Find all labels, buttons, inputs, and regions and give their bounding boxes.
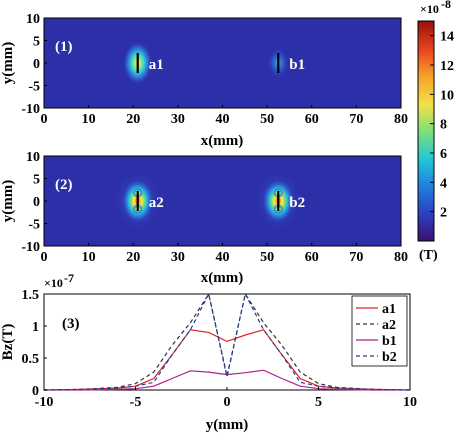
x-tick-label: 30 (171, 250, 185, 265)
x-tick-label: 70 (349, 112, 363, 127)
colorbar-scale-exp: -8 (441, 0, 451, 11)
legend-label-a2: a2 (382, 318, 396, 333)
legend-label-a1: a1 (382, 302, 396, 317)
x-tick-label: 10 (82, 250, 96, 265)
y-tick-labels: 10 5 0 -5 -10 (21, 150, 47, 255)
series-lines (43, 292, 411, 391)
panel-3-scale-base: ×10 (44, 276, 63, 290)
x-tick-label: 5 (315, 395, 322, 410)
y-tick-label: 0 (33, 195, 40, 210)
colorbar-bar (417, 20, 435, 242)
colorbar-tick-label: 2 (440, 206, 447, 221)
panel-3-scale-exp: -7 (64, 271, 74, 285)
legend-label-b1: b1 (382, 334, 397, 349)
y-tick-label: 5 (33, 35, 40, 50)
y-tick-labels: 10 5 0 -5 -10 (21, 12, 47, 117)
source-label: b2 (289, 195, 305, 211)
y-tick-label: -10 (21, 102, 40, 117)
source-label: a1 (149, 57, 164, 73)
colorbar-tick-label: 8 (440, 118, 447, 133)
legend-label-b2: b2 (382, 350, 397, 365)
series-line-a2 (43, 292, 411, 391)
heatmap-sources: a2 b2 (113, 170, 305, 232)
heatmap-sources: a1 b1 (122, 41, 305, 85)
y-tick-label: 0 (32, 384, 39, 399)
x-tick-label: 70 (349, 250, 363, 265)
x-tick-label: 10 (82, 112, 96, 127)
legend-box (351, 295, 408, 367)
colorbar-tick-labels: 14 12 10 8 6 4 2 (430, 30, 454, 221)
y-tick-label: 5 (33, 173, 40, 188)
y-tick-label: 1 (32, 320, 39, 335)
panel-2-ylabel: y(mm) (0, 180, 16, 222)
series-line-b2 (43, 292, 411, 391)
x-tick-label: -10 (35, 395, 54, 410)
panel-1-xlabel: x(mm) (201, 133, 243, 149)
colorbar-tick-label: 14 (440, 30, 454, 45)
x-tick-label: 40 (216, 250, 230, 265)
y-tick-label: 0.5 (22, 352, 40, 367)
heatmap-background (44, 156, 401, 246)
x-tick-label: 60 (305, 112, 319, 127)
x-tick-label: 40 (216, 112, 230, 127)
panel-label-1: (1) (55, 39, 73, 55)
x-tick-label: 10 (403, 395, 417, 410)
x-tick-label: 20 (126, 250, 140, 265)
x-tick-labels: 0 10 20 30 40 50 60 70 80 (41, 105, 408, 127)
x-tick-label: 80 (394, 112, 408, 127)
x-tick-label: 0 (224, 395, 231, 410)
y-tick-labels: 0 0.5 1 1.5 (22, 288, 47, 399)
x-tick-label: 50 (260, 250, 274, 265)
source-label: a2 (149, 195, 164, 211)
x-tick-label: 60 (305, 250, 319, 265)
y-tick-label: 10 (26, 12, 40, 27)
x-tick-label: 50 (260, 112, 274, 127)
y-tick-label: -10 (21, 240, 40, 255)
y-tick-label: 10 (26, 150, 40, 165)
x-tick-label: 20 (126, 112, 140, 127)
panel-3-xlabel: y(mm) (206, 417, 248, 433)
source-label: b1 (289, 57, 305, 73)
colorbar-tick-label: 12 (440, 59, 454, 74)
colorbar-unit: (T) (419, 248, 438, 263)
colorbar: 14 12 10 8 6 4 2 (T) ×10 -8 (417, 0, 454, 263)
colorbar-tick-label: 6 (440, 147, 447, 162)
colorbar-scale-base: ×10 (420, 2, 439, 16)
panel-1-ylabel: y(mm) (0, 42, 16, 84)
y-tick-label: -5 (28, 80, 40, 95)
x-tick-labels: -10 -5 0 5 10 (35, 387, 417, 410)
y-tick-label: -5 (28, 218, 40, 233)
x-tick-label: 0 (41, 112, 48, 127)
panel-label-2: (2) (55, 177, 73, 193)
panel-label-3: (3) (62, 316, 80, 332)
x-tick-label: 80 (394, 250, 408, 265)
panel-3-ylabel: Bz(T) (0, 324, 16, 361)
panel-2-xlabel: x(mm) (201, 270, 243, 286)
colorbar-tick-label: 10 (440, 88, 454, 103)
x-tick-label: 0 (41, 250, 48, 265)
x-tick-label: -5 (130, 395, 142, 410)
x-tick-label: 30 (171, 112, 185, 127)
y-tick-label: 1.5 (22, 288, 40, 303)
heatmap-background (44, 18, 401, 108)
y-tick-label: 0 (33, 57, 40, 72)
x-tick-labels: 0 10 20 30 40 50 60 70 80 (41, 243, 408, 265)
colorbar-tick-label: 4 (440, 176, 447, 191)
